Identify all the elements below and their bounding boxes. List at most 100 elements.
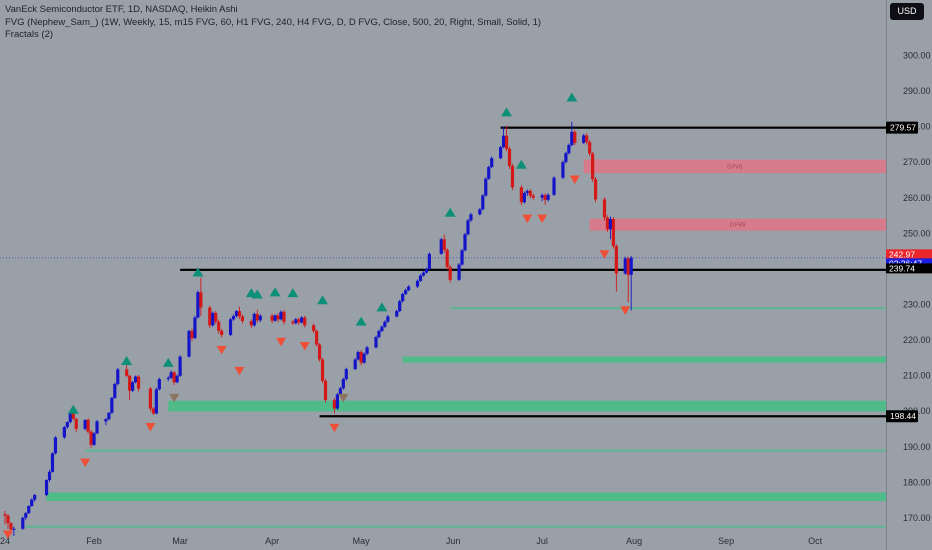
candle-body <box>136 376 141 389</box>
price-axis-background <box>886 0 932 550</box>
candle-body <box>398 301 402 312</box>
candle-body <box>208 307 212 326</box>
price-tick-label: 210.00 <box>903 371 931 381</box>
price-tick-label: 290.00 <box>903 86 931 96</box>
price-tick-label: 230.00 <box>903 299 931 309</box>
candle-body <box>415 280 420 287</box>
candle-body <box>86 419 90 432</box>
candle-body <box>573 131 577 143</box>
candle-body <box>24 513 28 518</box>
candle-body <box>626 258 630 275</box>
candle-body <box>6 515 10 524</box>
candle-body <box>220 330 224 335</box>
candle-body <box>424 269 429 273</box>
fractal-down-marker <box>2 530 13 539</box>
time-tick-label: 24 <box>0 536 10 546</box>
fractal-up-marker <box>251 289 263 299</box>
candle-body <box>552 177 556 195</box>
fractal-down-marker <box>338 393 349 403</box>
candle-body <box>214 312 218 322</box>
key-level-line <box>180 268 886 271</box>
candle-body <box>133 376 138 383</box>
time-tick-label: Feb <box>86 536 102 546</box>
candle-body <box>602 199 607 218</box>
time-axis[interactable]: 24 Feb Mar Apr May Jun Jul Aug Sep Oct <box>0 536 823 546</box>
candle-body <box>47 471 52 481</box>
candle-body <box>543 195 547 200</box>
candles-layer <box>3 121 633 536</box>
fractal-down-marker <box>299 341 310 351</box>
fractal-down-marker <box>522 214 533 224</box>
candle-body <box>291 321 295 324</box>
candle-body <box>83 419 87 429</box>
candle-body <box>234 311 239 317</box>
candle-body <box>240 316 245 322</box>
fvg-zone-label: D FVG <box>730 223 745 229</box>
candle-body <box>401 294 405 302</box>
time-tick-label: May <box>353 536 371 546</box>
candle-body <box>614 246 618 274</box>
fractals-indicator-label[interactable]: Fractals (2) <box>5 29 54 40</box>
fractal-down-marker <box>537 214 548 224</box>
fvg-zone <box>583 159 886 174</box>
candle-body <box>104 419 108 422</box>
candle-body <box>510 165 515 188</box>
symbol-title[interactable]: VanEck Semiconductor ETF, 1D, NASDAQ, He… <box>5 4 238 15</box>
time-tick-label: Jul <box>536 536 548 546</box>
candle-body <box>128 375 132 391</box>
candle-body <box>9 523 13 530</box>
fractal-down-marker <box>234 366 245 376</box>
candle-body <box>588 142 592 154</box>
candle-body <box>178 356 182 376</box>
fractal-down-marker <box>216 345 227 355</box>
last_price-tag <box>886 249 932 260</box>
fractal-up-marker <box>192 267 204 277</box>
candle-body <box>380 326 384 332</box>
fvg-zone <box>46 492 886 502</box>
candle-body <box>282 311 286 322</box>
key-level-line <box>319 415 886 418</box>
price-tick-label: 220.00 <box>903 335 931 345</box>
candle-body <box>335 394 339 409</box>
fvg-zones-layer: D FVG D FVG <box>25 159 887 528</box>
fractal-up-marker <box>121 356 133 366</box>
candle-body <box>300 317 304 323</box>
level-price-text: 279.57 <box>890 123 916 133</box>
price-axis[interactable]: 300.00290.00280.00270.00260.00250.00240.… <box>886 0 932 550</box>
fvg-zone <box>402 356 886 363</box>
candle-body <box>315 331 319 345</box>
candle-body <box>377 331 381 338</box>
fvg-indicator-label[interactable]: FVG (Nephew_Sam_) (1W, Weekly, 15, m15 F… <box>5 16 542 28</box>
candle-body <box>172 372 176 383</box>
candle-body <box>344 369 348 380</box>
candle-body <box>71 413 75 419</box>
last_price-tag-text: 242.97 <box>889 250 915 260</box>
candle-body <box>507 148 512 166</box>
fvg-line <box>25 525 887 528</box>
candle-body <box>65 422 69 428</box>
level-price-text: 198.44 <box>890 411 916 421</box>
fractal-down-marker <box>276 337 286 347</box>
currency-button[interactable]: USD <box>890 3 924 20</box>
candle-body <box>525 190 529 194</box>
fvg-line <box>450 307 886 310</box>
candle-body <box>323 380 328 401</box>
price-tick-label: 300.00 <box>903 51 931 61</box>
candle-body <box>359 352 363 363</box>
candle-body <box>312 325 316 332</box>
fvg-zone <box>168 400 886 412</box>
candle-body <box>211 312 215 326</box>
candle-body <box>12 528 16 530</box>
candle-body <box>196 292 200 318</box>
fractal-down-marker <box>599 250 610 259</box>
candle-body <box>217 321 221 331</box>
time-tick-label: Apr <box>265 536 279 546</box>
candle-body <box>593 179 598 200</box>
fractal-up-marker <box>317 295 329 305</box>
candle-body <box>463 234 467 251</box>
candle-body <box>53 437 58 454</box>
candle-body <box>151 408 155 414</box>
candle-body <box>439 239 443 254</box>
candle-body <box>237 311 242 317</box>
